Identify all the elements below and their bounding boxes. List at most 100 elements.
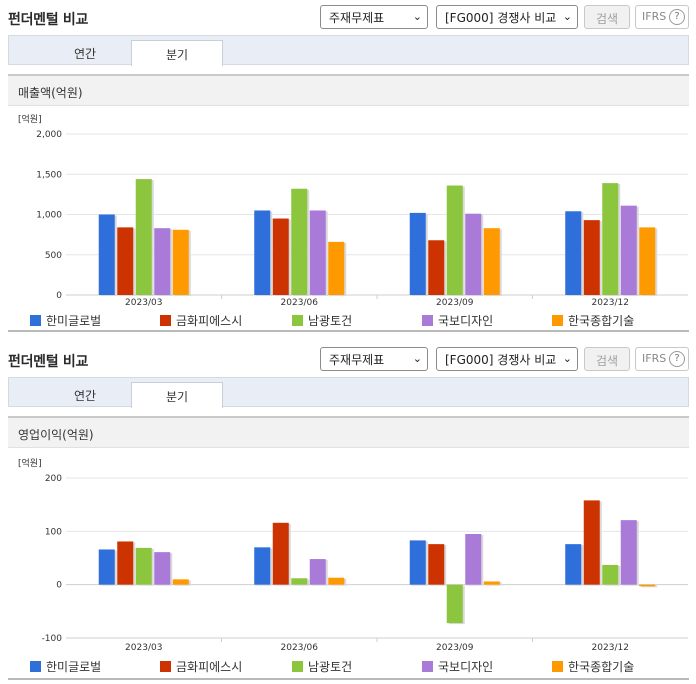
compare-select-value: [FG000] 경쟁사 비교 <box>445 353 557 367</box>
x-tick-label: 2023/06 <box>281 643 319 653</box>
legend-item[interactable]: 한미글로벌 <box>30 312 101 329</box>
legend-swatch <box>30 661 41 672</box>
bar <box>483 228 500 295</box>
bar <box>565 544 582 585</box>
unit-label: [억원] <box>18 457 42 469</box>
chart-container: 매출액(억원) [억원] 0 500 1,000 1,500 2,000 2023/03 20… <box>8 74 689 332</box>
y-tick-label: 0 <box>56 291 62 301</box>
legend-swatch <box>160 315 171 326</box>
x-tick-label: 2023/09 <box>436 298 474 308</box>
legend-item[interactable]: 한국종합기술 <box>552 312 634 329</box>
bar <box>428 240 445 295</box>
y-tick-label: -100 <box>42 634 63 644</box>
legend-label: 국보디자인 <box>438 660 494 674</box>
statement-select-value: 주재무제표 <box>329 353 385 367</box>
legend-item[interactable]: 금화피에스시 <box>160 312 242 329</box>
search-button[interactable]: 검색 <box>584 5 630 29</box>
legend-label: 한국종합기술 <box>568 660 635 674</box>
tab-annual[interactable]: 연간 <box>73 389 97 403</box>
y-tick-label: 1,500 <box>36 170 62 180</box>
chevron-down-icon: ⌄ <box>412 10 422 23</box>
bar <box>254 210 271 295</box>
bar <box>465 534 482 585</box>
chevron-down-icon: ⌄ <box>562 10 572 23</box>
bar <box>135 547 152 585</box>
search-button[interactable]: 검색 <box>584 347 630 371</box>
bar <box>309 559 326 585</box>
legend-label: 남광토건 <box>308 660 353 674</box>
bar <box>602 564 619 585</box>
bar <box>328 241 345 295</box>
bar <box>465 213 482 295</box>
bar <box>154 552 171 585</box>
x-tick-label: 2023/03 <box>125 643 162 653</box>
revenue-bar-chart: [억원] 0 500 1,000 1,500 2,000 2023/03 2023/06 202… <box>18 113 688 308</box>
bar <box>117 227 134 295</box>
bar <box>583 500 600 585</box>
bar <box>446 584 463 624</box>
chevron-down-icon: ⌄ <box>562 352 572 365</box>
legend-item[interactable]: 국보디자인 <box>422 312 493 329</box>
legend-label: 한미글로벌 <box>46 660 102 674</box>
bar <box>583 220 600 295</box>
tab-quarter[interactable]: 분기 <box>131 40 223 66</box>
bar <box>272 522 289 585</box>
chevron-down-icon: ⌄ <box>412 352 422 365</box>
period-tabs: 연간 분기 <box>8 377 689 408</box>
operating-profit-panel: 펀더멘털 비교 주재무제표 ⌄ [FG000] 경쟁사 비교 ⌄ 검색 IFRS… <box>0 342 696 684</box>
panel-title: 펀더멘털 비교 <box>8 354 89 370</box>
chart-title: 매출액(억원) <box>8 76 689 106</box>
legend-label: 남광토건 <box>308 314 353 328</box>
bar <box>309 210 326 295</box>
bar <box>98 214 115 295</box>
ifrs-label: IFRS <box>642 352 667 365</box>
bar <box>172 229 189 295</box>
x-tick-label: 2023/12 <box>592 643 629 653</box>
legend-item[interactable]: 한미글로벌 <box>30 658 101 675</box>
bar <box>446 185 463 295</box>
statement-select[interactable]: 주재무제표 ⌄ <box>320 347 428 371</box>
legend-item[interactable]: 금화피에스시 <box>160 658 242 675</box>
y-tick-label: 100 <box>45 527 62 537</box>
y-tick-label: 1,000 <box>36 211 62 221</box>
bar <box>154 228 171 295</box>
legend-item[interactable]: 남광토건 <box>292 658 352 675</box>
ifrs-help-button[interactable]: IFRS ? <box>635 347 689 371</box>
legend-item[interactable]: 한국종합기술 <box>552 658 634 675</box>
legend-item[interactable]: 남광토건 <box>292 312 352 329</box>
x-tick-label: 2023/03 <box>125 298 162 308</box>
y-tick-label: 200 <box>45 474 62 484</box>
panel-title: 펀더멘털 비교 <box>8 12 89 28</box>
tab-annual[interactable]: 연간 <box>73 47 97 61</box>
legend-label: 금화피에스시 <box>176 314 243 328</box>
bar <box>117 541 134 585</box>
ifrs-help-button[interactable]: IFRS ? <box>635 5 689 29</box>
legend-label: 한미글로벌 <box>46 314 102 328</box>
legend-swatch <box>292 315 303 326</box>
bar <box>98 549 115 585</box>
legend-label: 국보디자인 <box>438 314 494 328</box>
statement-select[interactable]: 주재무제표 ⌄ <box>320 5 428 29</box>
y-tick-label: 0 <box>56 581 62 591</box>
compare-select[interactable]: [FG000] 경쟁사 비교 ⌄ <box>436 5 578 29</box>
y-tick-label: 500 <box>45 251 62 261</box>
unit-label: [억원] <box>18 113 42 125</box>
y-tick-label: 2,000 <box>36 130 62 140</box>
bar <box>620 520 637 585</box>
bar <box>409 540 426 585</box>
help-icon: ? <box>669 351 685 367</box>
help-icon: ? <box>669 9 685 25</box>
bar <box>483 581 500 585</box>
operating-profit-bar-chart: [억원] -100 0 100 200 2023/03 2023/06 2023/09 2023… <box>18 457 688 653</box>
bar <box>172 579 189 585</box>
bar <box>254 547 271 585</box>
bar <box>639 227 656 295</box>
legend-swatch <box>552 315 563 326</box>
chart-title: 영업이익(억원) <box>8 418 689 448</box>
compare-select[interactable]: [FG000] 경쟁사 비교 ⌄ <box>436 347 578 371</box>
bar <box>409 212 426 295</box>
legend-swatch <box>552 661 563 672</box>
bar <box>602 183 619 295</box>
legend-item[interactable]: 국보디자인 <box>422 658 493 675</box>
tab-quarter[interactable]: 분기 <box>131 382 223 408</box>
